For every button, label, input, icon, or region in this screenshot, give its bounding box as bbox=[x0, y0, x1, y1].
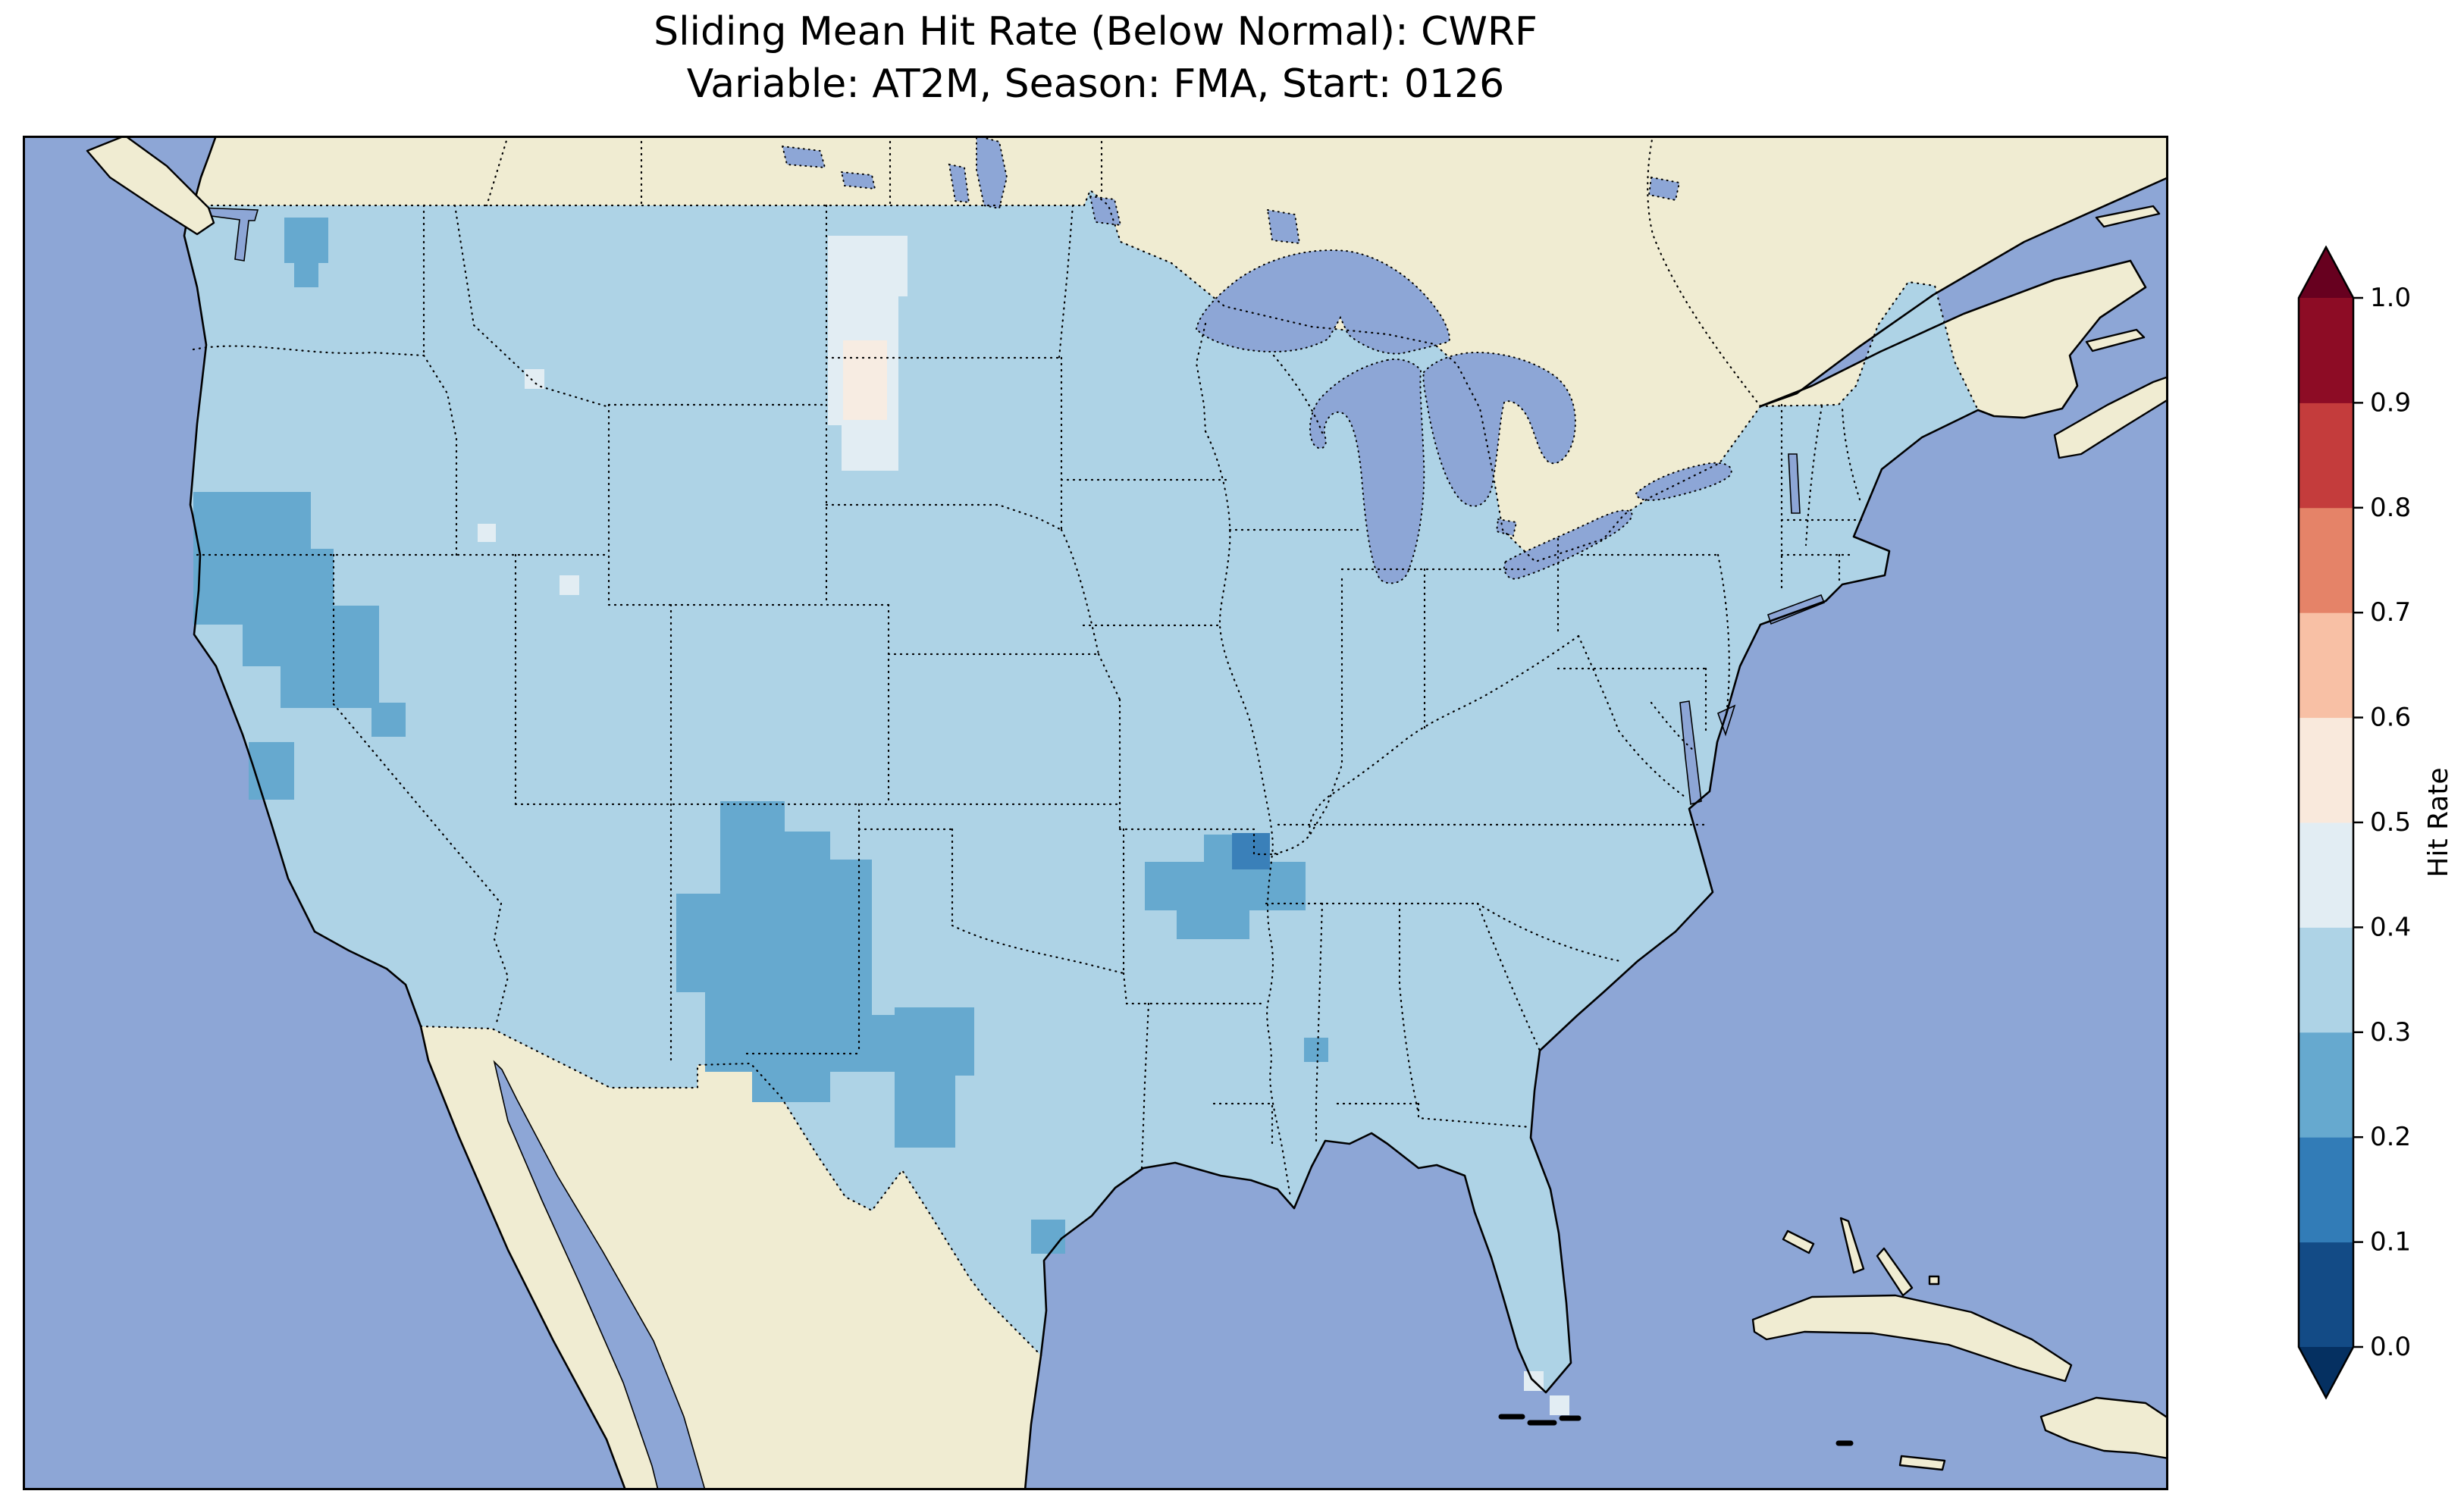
puget-sound bbox=[197, 207, 259, 262]
lake-nw-ontario-1 bbox=[781, 145, 826, 169]
map-panel bbox=[23, 134, 2170, 1492]
colorbar-bin bbox=[2299, 402, 2353, 509]
prince-edward-island bbox=[2085, 328, 2146, 352]
colorbar-bin bbox=[2299, 822, 2353, 928]
lake-erie bbox=[1503, 509, 1633, 580]
colorbar-label: Hit Rate bbox=[2423, 767, 2454, 877]
title-line-1: Sliding Mean Hit Rate (Below Normal): CW… bbox=[654, 9, 1538, 55]
patches-hit-rate-0-2-to-0-3 bbox=[193, 218, 1328, 1254]
lakes bbox=[781, 134, 1732, 584]
lake-winnipeg bbox=[976, 134, 1008, 210]
patch-nw-washington bbox=[284, 218, 328, 263]
colorbar: 0.0 0.1 0.2 0.3 0.4 0.5 0.6 0.7 0.8 0.9 1.0 Hit Ra… bbox=[2293, 245, 2464, 1405]
patch-newmexico-texas bbox=[676, 801, 906, 1102]
florida-keys bbox=[1498, 1414, 1854, 1446]
colorbar-svg: 0.0 0.1 0.2 0.3 0.4 0.5 0.6 0.7 0.8 0.9 1.0 Hit Ra… bbox=[2297, 245, 2454, 1400]
anticosti-island bbox=[2095, 205, 2161, 228]
patch-utah-cell bbox=[560, 575, 579, 595]
delaware-bay bbox=[1716, 704, 1736, 737]
border-ontario-quebec bbox=[1647, 134, 1762, 408]
bahamas-3 bbox=[1876, 1247, 1914, 1297]
colorbar-over-arrow bbox=[2299, 247, 2353, 298]
lake-nipigon bbox=[1266, 208, 1301, 245]
lake-nw-ontario-2 bbox=[840, 171, 876, 190]
patch-nw-washington-2 bbox=[294, 263, 318, 287]
colorbar-under-arrow bbox=[2299, 1347, 2353, 1398]
lake-abitibi bbox=[1647, 176, 1681, 202]
lake-superior bbox=[1195, 249, 1450, 355]
lake-huron bbox=[1422, 351, 1576, 507]
patch-norcal-nevada bbox=[193, 492, 379, 708]
mexico-landmass bbox=[421, 1026, 1041, 1490]
border-us-canada-lakes bbox=[1083, 189, 1762, 563]
colorbar-tick-label: 0.3 bbox=[2370, 1017, 2411, 1048]
border-us-mexico bbox=[419, 1025, 1042, 1357]
patch-north-dakota-pale-core bbox=[843, 340, 887, 420]
patch-florida-cell-2 bbox=[1550, 1395, 1569, 1415]
colorbar-tick-label: 0.2 bbox=[2370, 1122, 2411, 1152]
coast-baja-pacific bbox=[419, 1025, 627, 1492]
patch-arkansas-dark-core bbox=[1232, 833, 1270, 869]
coast-mexico-gulf bbox=[1024, 1354, 1042, 1492]
coast-st-lawrence-north bbox=[1759, 176, 2170, 408]
colorbar-tick-label: 0.9 bbox=[2370, 387, 2411, 418]
cuba bbox=[1751, 1294, 2073, 1383]
conus-hit-rate-map bbox=[23, 134, 2170, 1492]
international-borders bbox=[192, 134, 1980, 1357]
colorbar-bin bbox=[2299, 298, 2353, 403]
lake-michigan bbox=[1309, 359, 1425, 584]
vancouver-island bbox=[86, 134, 215, 236]
colorbar-bin bbox=[2299, 1032, 2353, 1138]
colorbar-tick-label: 0.6 bbox=[2370, 703, 2411, 733]
colorbar-bin bbox=[2299, 612, 2353, 719]
colorbar-tick-label: 0.7 bbox=[2370, 597, 2411, 628]
canada-landmass bbox=[193, 136, 2168, 562]
colorbar-tick-label: 0.4 bbox=[2370, 912, 2411, 942]
colorbar-bins bbox=[2299, 298, 2353, 1348]
us-hit-rate-field bbox=[184, 190, 1978, 1392]
islands bbox=[86, 134, 2170, 1471]
chesapeake-bay bbox=[1679, 700, 1702, 806]
coast-atlantic-gulf bbox=[1039, 409, 1980, 1394]
colorbar-bin bbox=[2299, 927, 2353, 1033]
bahamas-4 bbox=[1928, 1275, 1940, 1286]
lake-manitoba bbox=[948, 163, 970, 204]
colorbar-tick-label: 0.1 bbox=[2370, 1227, 2411, 1258]
patch-west-nevada-cell bbox=[371, 703, 406, 737]
jamaica bbox=[1898, 1455, 1946, 1471]
colorbar-bin bbox=[2299, 717, 2353, 823]
coast-st-lawrence-south bbox=[1759, 259, 2147, 419]
bahamas-2 bbox=[1839, 1217, 1865, 1274]
bahamas-1 bbox=[1782, 1229, 1815, 1254]
lake-of-the-woods bbox=[1089, 195, 1122, 227]
quebec-newbrunswick-landmass bbox=[1760, 261, 2146, 418]
patch-west-central-texas bbox=[895, 1007, 974, 1148]
hispaniola bbox=[2039, 1396, 2170, 1460]
colorbar-tick-label: 1.0 bbox=[2370, 283, 2411, 313]
title-line-2: Variable: AT2M, Season: FMA, Start: 0126 bbox=[686, 61, 1505, 107]
map-frame bbox=[23, 136, 2168, 1490]
colorbar-bin bbox=[2299, 507, 2353, 613]
colorbar-tick-label: 0.5 bbox=[2370, 807, 2411, 838]
lake-champlain bbox=[1788, 453, 1801, 514]
colorbar-bin bbox=[2299, 1242, 2353, 1348]
patch-montana-cell bbox=[525, 369, 544, 389]
colorbar-bin bbox=[2299, 1137, 2353, 1243]
patch-idaho-cell bbox=[478, 524, 496, 542]
patch-texas-coast-cell bbox=[1031, 1220, 1065, 1254]
state-borders bbox=[192, 204, 1863, 1198]
border-bc-alberta bbox=[485, 134, 509, 207]
colorbar-tick-label: 0.8 bbox=[2370, 493, 2411, 523]
border-us-canada-northeast bbox=[1759, 280, 1980, 412]
patch-mississippi-cell bbox=[1304, 1038, 1328, 1062]
colorbar-tick-label: 0.0 bbox=[2370, 1332, 2411, 1362]
colorbar-ticks: 0.0 0.1 0.2 0.3 0.4 0.5 0.6 0.7 0.8 0.9 1.0 bbox=[2353, 283, 2411, 1362]
figure-title: Sliding Mean Hit Rate (Below Normal): CW… bbox=[23, 6, 2168, 110]
